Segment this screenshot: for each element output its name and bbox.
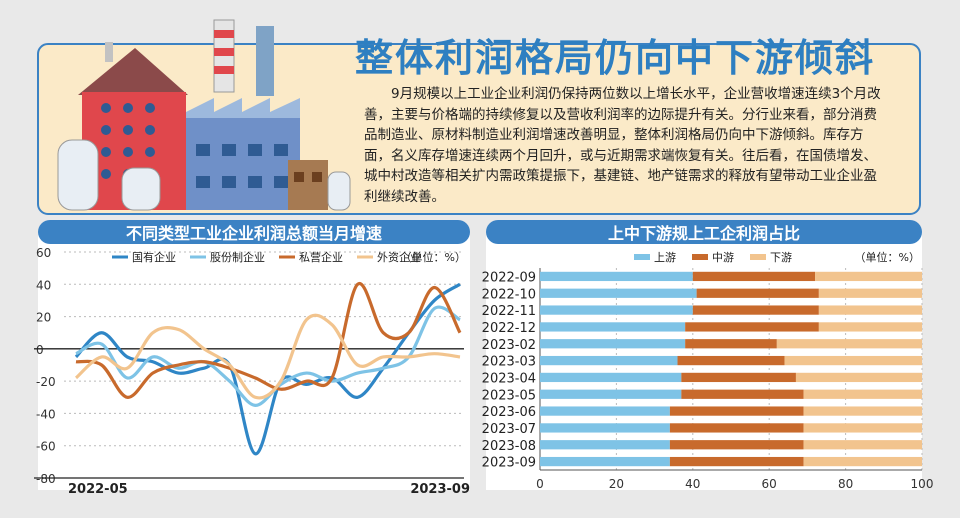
bar-segment-上游	[540, 288, 697, 298]
bar-segment-下游	[776, 339, 922, 349]
bar-category-label: 2023-08	[482, 439, 536, 454]
line-unit-label: （单位：%）	[401, 250, 466, 264]
page-title: 整体利润格局仍向中下游倾斜	[354, 35, 875, 80]
bar-segment-中游	[696, 288, 819, 298]
bar-segment-上游	[540, 355, 678, 366]
bar-segment-中游	[692, 305, 819, 315]
bar-chart-title: 上中下游规上工企利润占比	[486, 220, 922, 244]
bar-unit-label: （单位：%）	[855, 250, 920, 264]
bar-category-label: 2023-04	[482, 371, 536, 386]
bar-segment-上游	[540, 271, 693, 282]
bar-segment-下游	[803, 389, 922, 399]
bar-legend-swatch	[750, 254, 766, 260]
bar-segment-上游	[540, 406, 670, 416]
bar-segment-下游	[818, 288, 922, 298]
bar-segment-中游	[685, 339, 777, 349]
bar-x-tick-label: 60	[762, 477, 777, 491]
bar-category-label: 2023-09	[482, 456, 536, 471]
bar-segment-上游	[540, 440, 670, 450]
bar-category-label: 2022-11	[482, 304, 536, 319]
bar-segment-中游	[692, 271, 816, 282]
bar-segment-下游	[803, 423, 922, 433]
bar-segment-中游	[681, 372, 796, 383]
line-series-股份制企业	[75, 305, 461, 407]
line-y-tick-label: -60	[36, 440, 56, 454]
bar-segment-中游	[669, 423, 804, 433]
line-legend-label: 国有企业	[132, 250, 176, 264]
line-x-label-end: 2023-09	[410, 482, 470, 497]
line-series-国有企业	[74, 282, 461, 456]
bar-segment-下游	[803, 406, 922, 416]
bar-segment-中游	[669, 440, 804, 450]
line-y-tick-label: 0	[36, 343, 44, 357]
bar-segment-中游	[669, 406, 804, 416]
bar-segment-中游	[681, 389, 804, 399]
line-chart-title: 不同类型工业企业利润总额当月增速	[38, 220, 470, 244]
bar-category-label: 2023-03	[482, 355, 536, 370]
bar-segment-下游	[803, 456, 922, 467]
intro-paragraph: 9月规模以上工业企业利润仍保持两位数以上增长水平，企业营收增速连续3个月改善，主…	[364, 86, 881, 205]
bar-segment-中游	[685, 322, 819, 332]
bar-category-label: 2022-09	[482, 270, 536, 285]
factory-illustration	[57, 19, 351, 211]
line-legend-label: 外资企业	[377, 250, 421, 264]
bar-legend-label: 上游	[654, 251, 676, 264]
bar-segment-中游	[669, 456, 804, 467]
bar-x-tick-label: 100	[911, 477, 934, 491]
bar-category-label: 2023-07	[482, 422, 536, 437]
bar-legend-swatch	[634, 254, 650, 260]
line-y-tick-label: 60	[36, 246, 51, 260]
bar-segment-下游	[818, 305, 922, 315]
bar-segment-中游	[677, 355, 785, 366]
bar-segment-上游	[540, 322, 686, 332]
bar-segment-下游	[784, 355, 922, 366]
bar-segment-下游	[815, 271, 922, 282]
line-y-tick-label: -20	[36, 375, 56, 389]
line-y-tick-label: 20	[36, 311, 51, 325]
line-series-外资企业	[74, 313, 461, 400]
bar-legend-swatch	[692, 254, 708, 260]
bar-legend-label: 中游	[712, 251, 734, 264]
bar-segment-下游	[818, 322, 922, 332]
bar-category-label: 2022-12	[482, 321, 536, 336]
bar-category-label: 2023-06	[482, 405, 536, 420]
bar-x-tick-label: 80	[838, 477, 853, 491]
bar-segment-上游	[540, 339, 686, 349]
bar-segment-下游	[803, 440, 922, 450]
line-legend-label: 股份制企业	[210, 250, 265, 264]
bar-segment-上游	[540, 372, 682, 383]
bar-category-label: 2022-10	[482, 287, 536, 302]
bar-x-tick-label: 0	[536, 477, 544, 491]
line-y-tick-label: -80	[36, 472, 56, 486]
bar-segment-上游	[540, 305, 693, 315]
bar-legend-label: 下游	[770, 251, 792, 264]
bar-x-tick-label: 40	[685, 477, 700, 491]
line-x-label-start: 2022-05	[68, 482, 128, 497]
bar-segment-下游	[795, 372, 922, 383]
bar-x-tick-label: 20	[609, 477, 624, 491]
bar-segment-上游	[540, 423, 670, 433]
bar-segment-上游	[540, 389, 682, 399]
bar-segment-上游	[540, 456, 670, 467]
bar-category-label: 2023-05	[482, 388, 536, 403]
bar-category-label: 2023-02	[482, 338, 536, 353]
line-y-tick-label: -40	[36, 407, 56, 421]
line-y-tick-label: 40	[36, 278, 51, 292]
line-legend-label: 私营企业	[299, 250, 343, 264]
